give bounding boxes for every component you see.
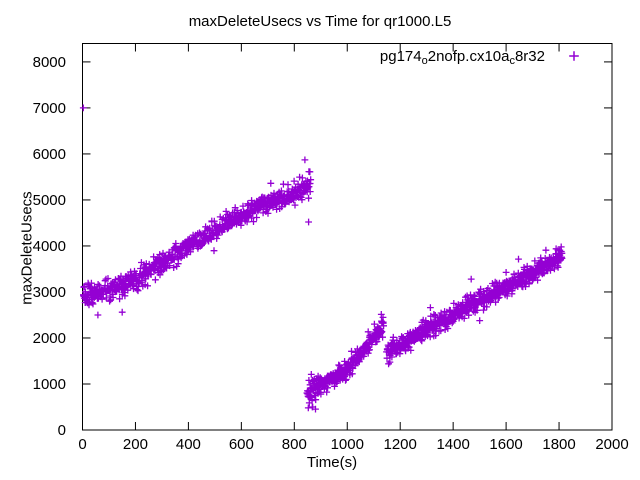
- y-tick-label: 1000: [33, 376, 66, 393]
- x-tick-label: 800: [282, 436, 307, 453]
- legend-plus-glyph: [569, 51, 579, 61]
- legend-plus-marker-icon: [569, 51, 579, 61]
- y-tick-label: 3000: [33, 284, 66, 301]
- x-tick-label: 2000: [595, 436, 628, 453]
- y-axis-label: maxDeleteUsecs: [18, 191, 36, 305]
- legend-label-part: 2nofp.cx10a: [427, 48, 510, 65]
- y-tick-label: 0: [58, 422, 66, 439]
- y-tick-label: 2000: [33, 330, 66, 347]
- legend-label-subscript: o: [421, 55, 428, 67]
- x-tick-label: 1600: [489, 436, 522, 453]
- x-tick-label: 1800: [542, 436, 575, 453]
- y-tick-label: 6000: [33, 146, 66, 163]
- x-axis-label: Time(s): [306, 454, 358, 471]
- y-tick-label: 7000: [33, 100, 66, 117]
- legend-label-part: 8r32: [514, 48, 545, 65]
- legend-label-subscript: c: [509, 55, 515, 67]
- legend: pg174o2nofp.cx10ac8r32: [380, 48, 545, 70]
- chart-title: maxDeleteUsecs vs Time for qr1000.L5: [188, 13, 452, 30]
- x-tick-label: 200: [123, 436, 148, 453]
- legend-label: pg174o2nofp.cx10ac8r32: [379, 48, 545, 67]
- x-tick-label: 1000: [331, 436, 364, 453]
- legend-label-part: pg174: [379, 48, 422, 65]
- scatter-points: [79, 104, 566, 413]
- x-tick-label: 400: [176, 436, 201, 453]
- y-tick-label: 4000: [33, 238, 66, 255]
- x-tick-label: 1200: [384, 436, 417, 453]
- x-tick-label: 0: [78, 436, 86, 453]
- x-tick-label: 600: [229, 436, 254, 453]
- x-tick-label: 1400: [436, 436, 469, 453]
- y-tick-label: 8000: [33, 54, 66, 71]
- y-tick-label: 5000: [33, 192, 66, 209]
